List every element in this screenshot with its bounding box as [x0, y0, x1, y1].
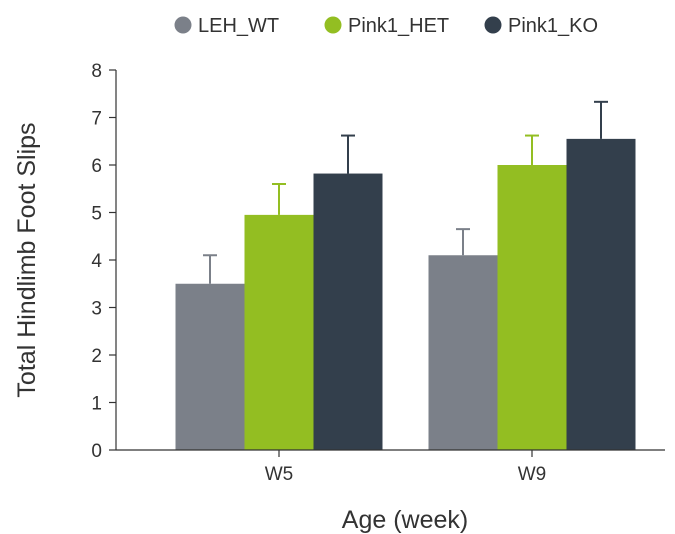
y-tick-label: 4: [91, 251, 102, 272]
y-tick-label: 5: [91, 204, 102, 225]
legend-swatch-pink1-ko: [484, 16, 502, 34]
bar-pink1-ko-w9: [566, 138, 636, 450]
bar-pink1-het-w5: [244, 214, 314, 450]
legend-swatch-leh-wt: [174, 16, 192, 34]
x-tick-label: W5: [265, 464, 294, 485]
legend-label-pink1-ko: Pink1_KO: [508, 15, 598, 37]
y-tick-label: 3: [91, 299, 102, 320]
bar-pink1-het-w9: [497, 165, 567, 450]
bar-pink1-ko-w5: [313, 173, 383, 451]
bar-leh-wt-w9: [428, 255, 498, 450]
error-bars: [203, 100, 608, 284]
legend-label-pink1-het: Pink1_HET: [348, 15, 449, 37]
legend-swatch-pink1-het: [324, 16, 342, 34]
y-tick-label: 1: [91, 394, 102, 415]
x-axis-title: Age (week): [342, 506, 468, 534]
x-tick-label: W9: [518, 464, 547, 485]
y-tick-label: 7: [91, 109, 102, 130]
y-tick-label: 0: [91, 441, 102, 462]
bar-leh-wt-w5: [175, 283, 245, 450]
bars: [175, 138, 636, 451]
y-tick-label: 2: [91, 346, 102, 367]
legend: LEH_WT Pink1_HET Pink1_KO: [174, 15, 598, 37]
y-tick-label: 8: [91, 61, 102, 82]
legend-label-leh-wt: LEH_WT: [198, 15, 279, 37]
y-axis-title: Total Hindlimb Foot Slips: [13, 122, 41, 397]
y-tick-label: 6: [91, 156, 102, 177]
y-axis: 0 1 2 3 4 5 6 7 8: [91, 61, 117, 462]
x-axis: W5 W9: [116, 449, 665, 485]
